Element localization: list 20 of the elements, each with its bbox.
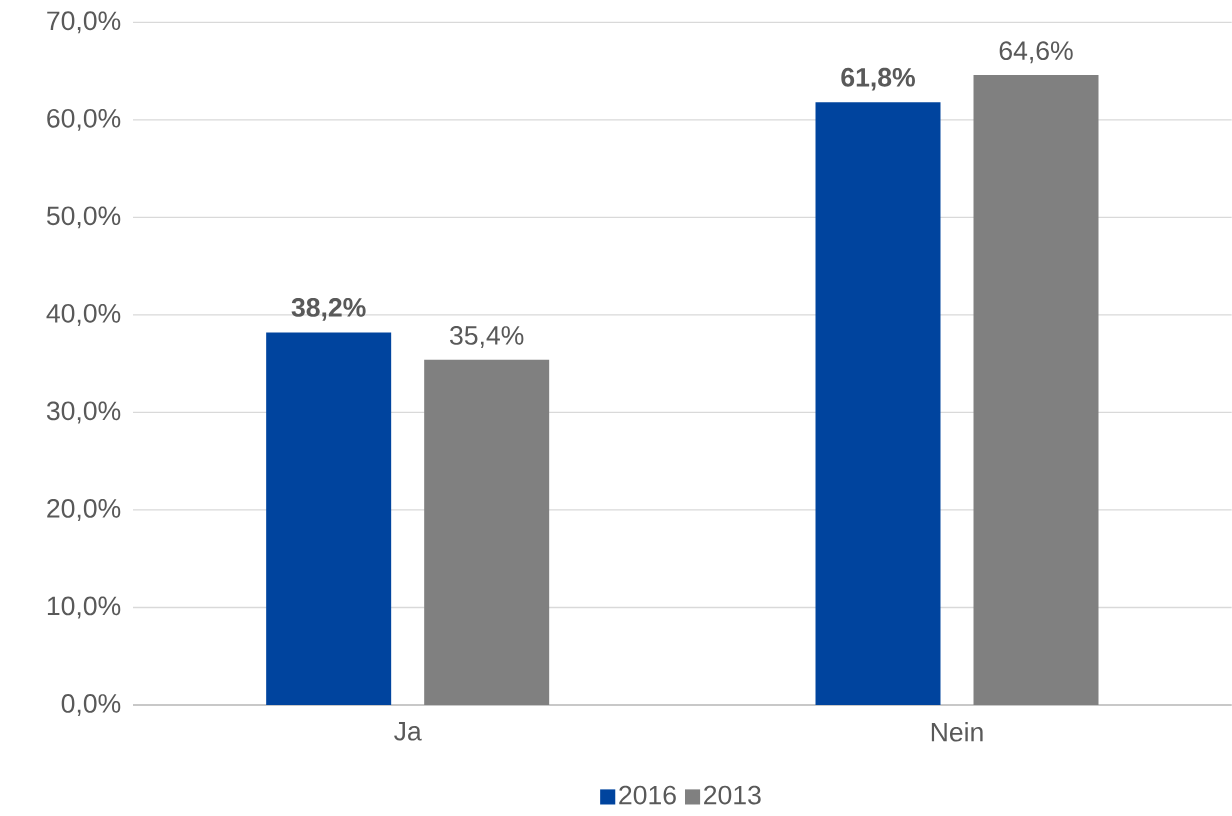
- data-label: 38,2%: [291, 298, 366, 321]
- y-tick-label: 50,0%: [46, 206, 121, 229]
- y-tick-label: 40,0%: [46, 303, 121, 326]
- bar: [973, 74, 1099, 705]
- y-tick-label: 10,0%: [47, 596, 121, 619]
- y-tick-label: 20,0%: [47, 498, 121, 521]
- bar: [424, 359, 550, 705]
- y-tick-label: 70,0%: [47, 11, 121, 34]
- x-tick-label: Nein: [931, 722, 983, 742]
- y-tick-label: 0,0%: [61, 694, 121, 716]
- data-label: 61,8%: [841, 67, 915, 91]
- x-tick-label: Ja: [394, 722, 422, 741]
- bar: [266, 332, 392, 705]
- legend-label: 2016: [619, 785, 676, 805]
- y-tick-label: 60,0%: [47, 108, 121, 131]
- legend-label: 2013: [704, 785, 761, 805]
- data-label: 35,4%: [450, 326, 524, 348]
- bar: [815, 102, 941, 705]
- data-label: 64,6%: [999, 41, 1073, 64]
- y-tick-label: 30,0%: [46, 401, 121, 424]
